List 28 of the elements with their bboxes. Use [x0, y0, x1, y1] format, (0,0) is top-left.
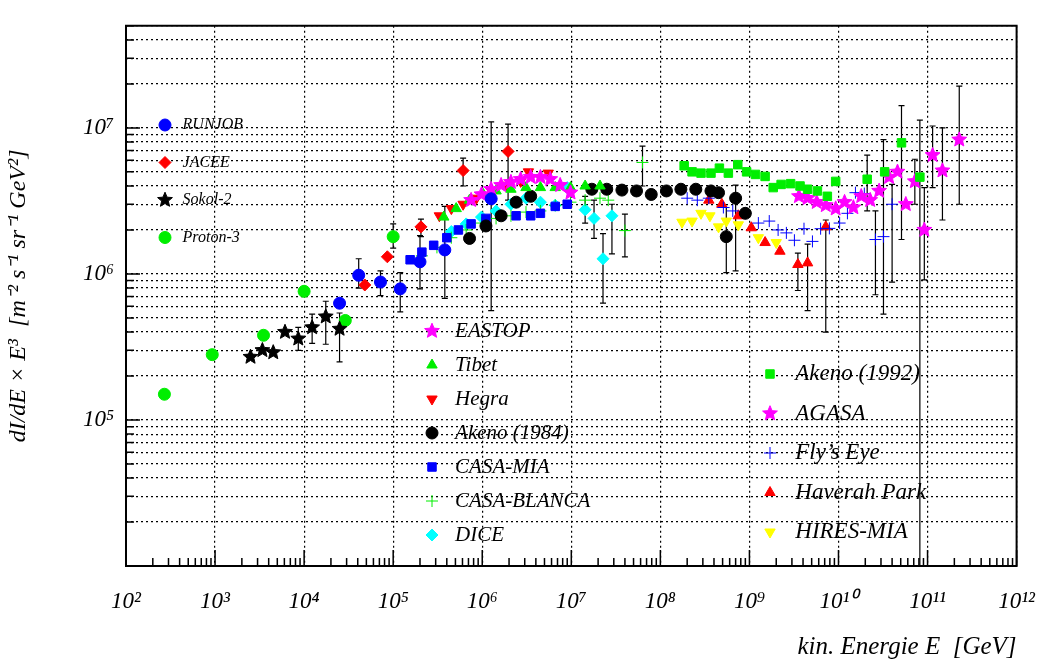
x-tick-label: 10³ — [200, 587, 232, 613]
x-tick-label: 10⁴ — [288, 587, 320, 613]
x-axis-title: kin. Energie E [GeV] — [797, 631, 1017, 659]
y-axis-title: dI/dE × E³ [m⁻² s⁻¹ sr⁻¹ GeV²] — [3, 149, 30, 443]
legend-label: Sokol-2 — [182, 190, 232, 208]
legend-label: EASTOP — [454, 317, 531, 342]
legend-label: CASA-MIA — [455, 453, 550, 478]
y-tick-label: 10⁷ — [83, 113, 114, 139]
x-tick-label: 10⁹ — [733, 587, 765, 613]
legend-label: RUNJOB — [181, 115, 244, 133]
legend-label: Fly’s Eye — [794, 439, 880, 465]
x-tick-label: 10² — [111, 587, 143, 613]
y-tick-label: 10⁵ — [83, 406, 114, 432]
x-tick-label: 10⁸ — [644, 587, 676, 613]
legend-label: DICE — [454, 521, 505, 546]
x-tick-label: 10⁷ — [555, 587, 587, 613]
x-tick-label: 10⁶ — [466, 587, 498, 613]
legend-label: Tibet — [455, 351, 499, 376]
legend-label: HIRES-MIA — [794, 518, 909, 544]
y-tick-label: 10⁶ — [83, 259, 114, 285]
legend-label: Proton-3 — [181, 227, 240, 245]
x-tick-label: 10⁵ — [377, 587, 409, 613]
legend-label: Hegra — [454, 385, 509, 410]
legend-label: Akeno (1984) — [453, 419, 569, 444]
x-tick-label: 10¹² — [998, 587, 1037, 613]
x-tick-label: 10¹⁰ — [819, 587, 862, 613]
legend-label: CASA-BLANCA — [455, 487, 591, 512]
x-tick-label: 10¹¹ — [909, 587, 947, 613]
